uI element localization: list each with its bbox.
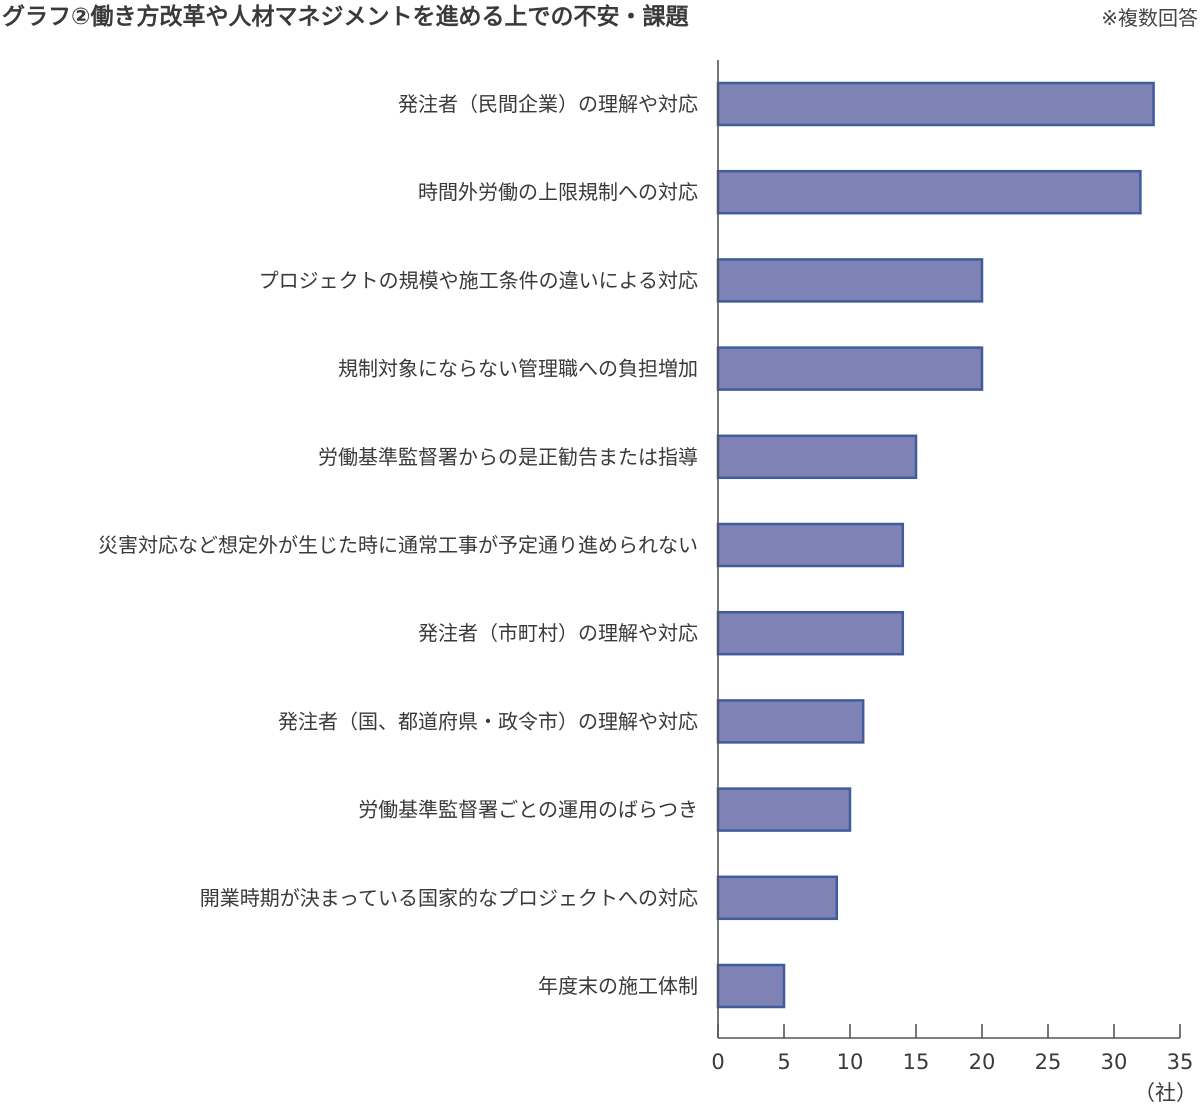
x-tick-label: 20 xyxy=(969,1050,996,1074)
category-label: 発注者（市町村）の理解や対応 xyxy=(418,621,698,645)
bar xyxy=(716,963,786,1009)
bar xyxy=(716,875,839,921)
bar xyxy=(716,81,1155,127)
category-label: 開業時期が決まっている国家的なプロジェクトへの対応 xyxy=(200,886,698,910)
x-tick-label: 10 xyxy=(837,1050,864,1074)
category-label: プロジェクトの規模や施工条件の違いによる対応 xyxy=(259,268,698,292)
category-label: 発注者（国、都道府県・政令市）の理解や対応 xyxy=(278,709,698,733)
category-label: 規制対象にならない管理職への負担増加 xyxy=(338,357,698,381)
bar xyxy=(716,258,984,303)
category-label: 労働基準監督署からの是正勧告または指導 xyxy=(318,445,698,469)
bar xyxy=(716,434,918,480)
x-axis-unit-label: （社） xyxy=(1134,1081,1197,1105)
x-axis: 0 5 10 15 20 25 30 35 （社） xyxy=(711,60,1197,1105)
chart-title: グラフ②働き方改革や人材マネジメントを進める上での不安・課題 xyxy=(2,4,689,30)
category-label: 年度末の施工体制 xyxy=(538,974,698,998)
bar xyxy=(716,522,905,568)
category-label: 災害対応など想定外が生じた時に通常工事が予定通り進められない xyxy=(98,533,698,557)
bar xyxy=(716,699,865,744)
category-label: 発注者（民間企業）の理解や対応 xyxy=(398,92,698,116)
bar xyxy=(716,610,905,656)
x-tick-label: 35 xyxy=(1167,1050,1194,1074)
bars-group xyxy=(716,81,1155,1009)
x-tick-label: 0 xyxy=(711,1050,724,1074)
category-label: 時間外労働の上限規制への対応 xyxy=(418,180,698,204)
bar xyxy=(716,169,1142,215)
bar xyxy=(716,346,984,391)
x-tick-label: 25 xyxy=(1035,1050,1062,1074)
category-labels: 発注者（民間企業）の理解や対応時間外労働の上限規制への対応プロジェクトの規模や施… xyxy=(98,92,698,998)
bar xyxy=(716,787,852,832)
x-tick-label: 5 xyxy=(777,1050,790,1074)
category-label: 労働基準監督署ごとの運用のばらつき xyxy=(358,798,698,822)
x-tick-label: 30 xyxy=(1101,1050,1128,1074)
x-tick-label: 15 xyxy=(903,1050,930,1074)
multiple-answer-note: ※複数回答 xyxy=(1101,6,1198,30)
